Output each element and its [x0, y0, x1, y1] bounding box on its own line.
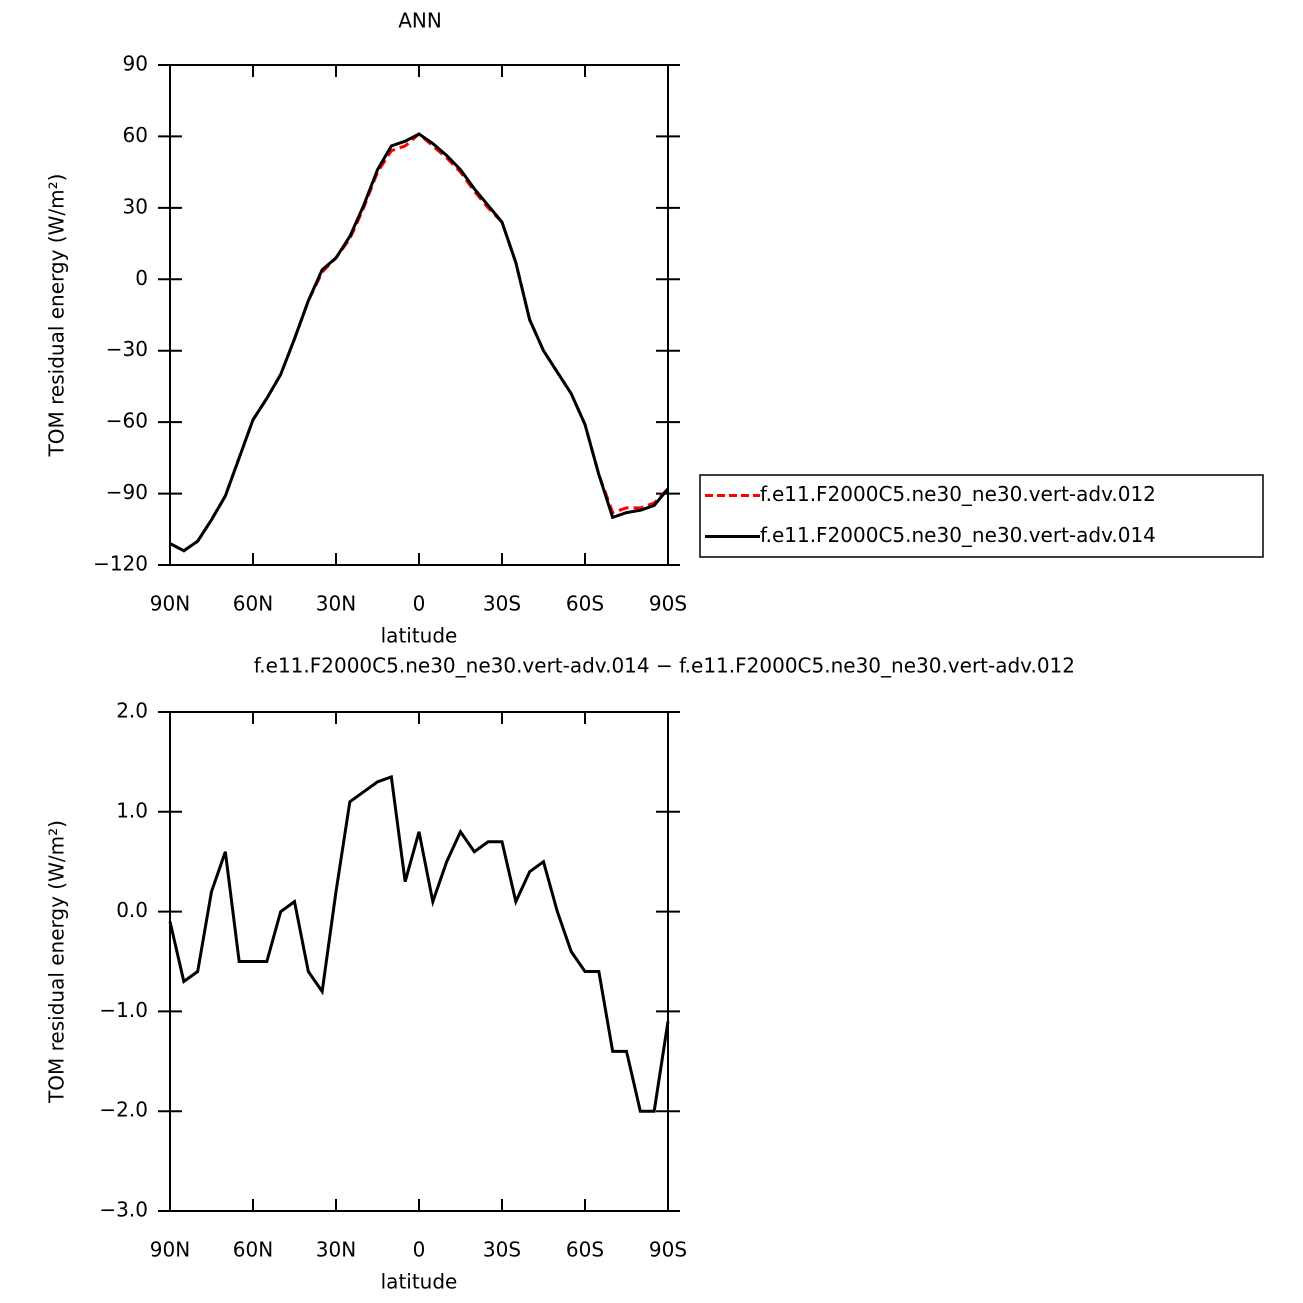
x-tick-label: 60N: [233, 1238, 273, 1262]
x-tick-label: 0: [413, 592, 426, 616]
plot-frame: [169, 64, 669, 566]
y-axis-label: TOM residual energy (W/m²): [45, 174, 69, 458]
y-tick-label: 30: [123, 194, 148, 218]
x-tick-label: 90N: [150, 592, 190, 616]
legend-box: [699, 474, 1264, 558]
chart-title: ANN: [398, 9, 442, 33]
y-tick-label: −30: [106, 337, 148, 361]
y-tick-label: 0.0: [116, 898, 148, 922]
x-tick-label: 30S: [483, 1238, 521, 1262]
x-tick-label: 30N: [316, 1238, 356, 1262]
data-line: [168, 774, 670, 1113]
y-tick-label: 1.0: [116, 798, 148, 822]
y-tick-label: −2.0: [99, 1098, 148, 1122]
y-tick-label: −120: [93, 552, 148, 576]
data-line: [169, 132, 670, 553]
y-tick-label: −90: [106, 480, 148, 504]
legend-label: f.e11.F2000C5.ne30_ne30.vert-adv.012: [760, 482, 1156, 506]
chart-title: f.e11.F2000C5.ne30_ne30.vert-adv.014 − f…: [254, 654, 1075, 678]
x-tick-label: 90N: [150, 1238, 190, 1262]
legend-label: f.e11.F2000C5.ne30_ne30.vert-adv.014: [760, 523, 1156, 547]
y-tick-label: 2.0: [116, 699, 148, 723]
x-tick-label: 60N: [233, 592, 273, 616]
y-tick-label: −3.0: [99, 1198, 148, 1222]
y-tick-label: −60: [106, 409, 148, 433]
x-tick-label: 90S: [649, 592, 687, 616]
x-tick-label: 60S: [566, 592, 604, 616]
y-axis-label: TOM residual energy (W/m²): [45, 820, 69, 1104]
x-tick-label: 60S: [566, 1238, 604, 1262]
x-tick-label: 90S: [649, 1238, 687, 1262]
y-tick-label: 90: [123, 52, 148, 76]
x-axis-label: latitude: [381, 624, 458, 648]
y-tick-label: 0: [135, 266, 148, 290]
x-tick-label: 30N: [316, 592, 356, 616]
x-tick-label: 30S: [483, 592, 521, 616]
x-axis-label: latitude: [381, 1270, 458, 1294]
x-tick-label: 0: [413, 1238, 426, 1262]
y-tick-label: −1.0: [99, 998, 148, 1022]
data-line: [169, 132, 670, 553]
y-tick-label: 60: [123, 123, 148, 147]
